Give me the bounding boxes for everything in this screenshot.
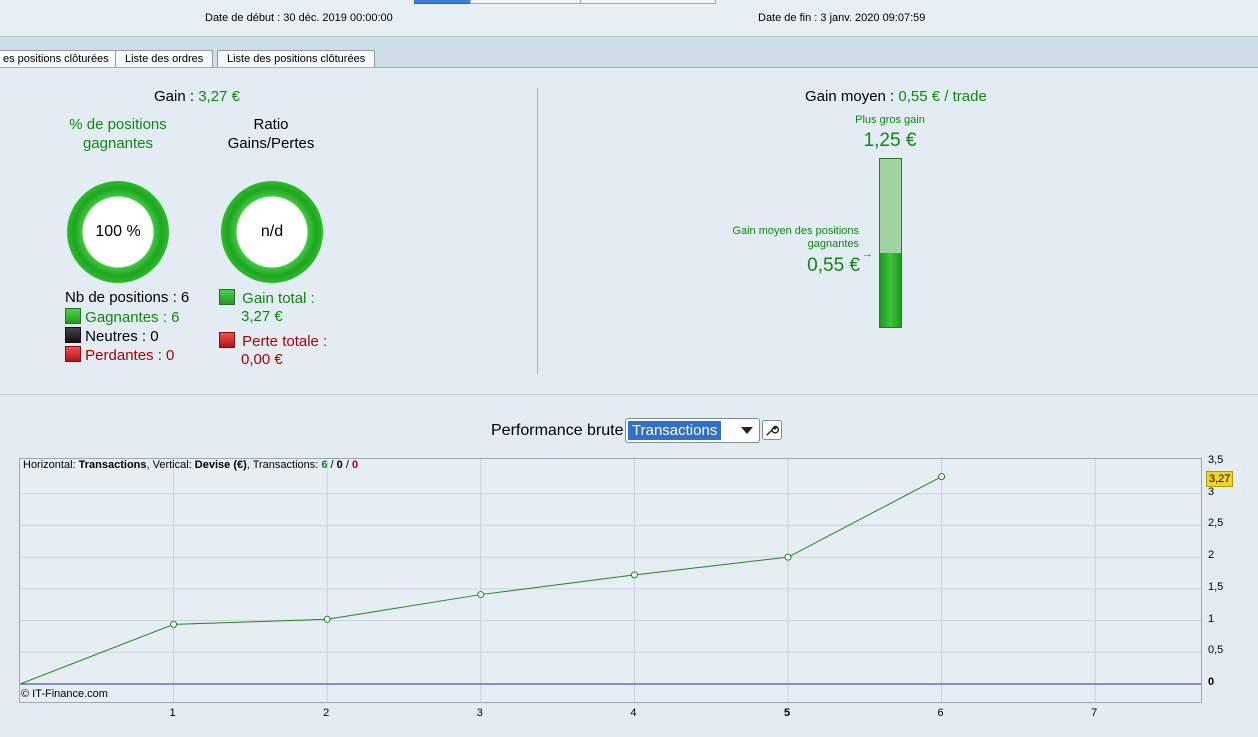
tab-closed-positions[interactable]: Liste des positions clôturées	[217, 50, 376, 67]
total-gain: Gain total :	[219, 289, 315, 307]
green-square-icon	[65, 308, 81, 324]
wrench-icon	[766, 425, 780, 436]
losers-count: Perdantes : 0	[65, 346, 174, 364]
section-divider	[537, 88, 538, 374]
x-tick-label: 4	[630, 707, 637, 719]
chart-info-vertical: Devise (€)	[194, 459, 247, 471]
total-gain-label: Gain total :	[242, 290, 315, 307]
gain-value: 3,27 €	[198, 88, 240, 105]
data-point	[323, 615, 331, 623]
chart-info-neutral: 0	[336, 459, 343, 471]
x-tick-label: 5	[783, 707, 791, 719]
x-tick-label: 3	[476, 707, 483, 719]
total-gain-value: 3,27 €	[241, 308, 283, 325]
y-tick-label: 0	[1208, 676, 1215, 688]
avg-win-label-line2: gagnantes	[807, 238, 859, 250]
red-square-icon	[65, 346, 81, 362]
chart-info-winners: 6	[321, 459, 328, 471]
y-tick-label: 2	[1208, 549, 1215, 562]
black-square-icon	[65, 327, 81, 343]
chart-info-losers: 0	[351, 459, 359, 471]
avg-win-label-line1: Gain moyen des positions	[732, 225, 859, 237]
performance-title: Performance brute	[491, 422, 624, 439]
chart-info: Horizontal: Transactions, Vertical: Devi…	[23, 459, 359, 471]
start-date: Date de début : 30 déc. 2019 00:00:00	[205, 12, 393, 24]
period-tab[interactable]	[470, 0, 582, 4]
win-pct-title: % de positions gagnantes	[69, 116, 167, 152]
x-tick-label: 1	[169, 707, 176, 719]
biggest-gain-value: 1,25 €	[863, 130, 917, 151]
avg-win-value: 0,55 €	[807, 255, 860, 276]
x-tick-label: 7	[1091, 707, 1098, 719]
total-loss: Perte totale :	[219, 332, 327, 350]
section-divider	[0, 394, 1258, 395]
win-pct-donut: 100 %	[67, 181, 169, 283]
total-loss-label: Perte totale :	[242, 333, 328, 350]
data-point	[170, 620, 178, 628]
period-tab[interactable]	[580, 0, 716, 4]
view-select-value: Transactions	[628, 421, 722, 440]
neutral-count: Neutres : 0	[65, 327, 159, 345]
period-tab-active[interactable]	[414, 0, 472, 4]
positions-count: Nb de positions : 6	[65, 289, 190, 306]
losers-label: Perdantes : 0	[85, 347, 175, 364]
y-tick-label: 3	[1208, 485, 1215, 498]
gain-summary: Gain : 3,27 €	[154, 88, 240, 105]
tab-orders-list[interactable]: Liste des ordres	[115, 50, 214, 67]
average-gain-value: 0,55 € / trade	[898, 88, 987, 105]
x-tick-label: 6	[937, 707, 944, 719]
green-square-icon	[219, 289, 235, 305]
data-point	[938, 473, 946, 481]
average-gain-label: Gain moyen :	[805, 88, 895, 105]
y-tick-label: 2,5	[1208, 517, 1224, 530]
tab-closed-positions-partial[interactable]: es positions clôturées	[0, 50, 119, 67]
y-tick-label: 0,5	[1208, 644, 1224, 657]
data-point	[784, 553, 792, 561]
winners-count: Gagnantes : 6	[65, 308, 179, 326]
performance-chart: Horizontal: Transactions, Vertical: Devi…	[19, 458, 1202, 703]
end-date-label: Date de fin :	[758, 12, 818, 24]
start-date-label: Date de début :	[205, 12, 281, 24]
gain-bar-fill	[880, 253, 901, 327]
view-select[interactable]: Transactions	[625, 418, 760, 443]
y-tick-label: 1	[1208, 612, 1215, 625]
win-pct-value: 100 %	[95, 223, 141, 240]
chart-plot	[20, 459, 1201, 702]
data-point	[630, 571, 638, 579]
y-tick-label: 1,5	[1208, 580, 1224, 593]
end-date: Date de fin : 3 janv. 2020 09:07:59	[758, 12, 925, 24]
gain-label: Gain :	[154, 88, 195, 105]
ratio-value: n/d	[260, 223, 284, 240]
chevron-down-icon	[741, 427, 753, 434]
total-loss-value: 0,00 €	[241, 351, 283, 368]
date-range-bar	[0, 0, 1258, 37]
y-tick-label: 3,5	[1208, 454, 1224, 466]
avg-win-label: Gain moyen des positions gagnantes	[700, 225, 859, 251]
start-date-value: 30 déc. 2019 00:00:00	[283, 12, 393, 24]
x-tick-label: 2	[323, 707, 330, 719]
neutral-label: Neutres : 0	[85, 328, 159, 345]
chart-info-horizontal: Transactions	[78, 459, 147, 471]
end-date-value: 3 janv. 2020 09:07:59	[820, 12, 926, 24]
copyright: © IT-Finance.com	[21, 688, 108, 700]
red-square-icon	[219, 332, 235, 348]
ratio-title: Ratio Gains/Pertes	[227, 116, 315, 152]
biggest-gain-label: Plus gros gain	[855, 114, 925, 126]
data-point	[477, 591, 485, 599]
winners-label: Gagnantes : 6	[85, 309, 180, 326]
ratio-donut: n/d	[221, 181, 323, 283]
average-gain: Gain moyen : 0,55 € / trade	[805, 88, 987, 105]
settings-button[interactable]	[762, 420, 782, 440]
arrow-right-icon: →	[862, 248, 873, 260]
gain-bar	[879, 158, 902, 328]
last-value-badge: 3,27	[1206, 471, 1234, 487]
tab-bar: es positions clôturées Liste des ordres …	[0, 37, 1258, 68]
